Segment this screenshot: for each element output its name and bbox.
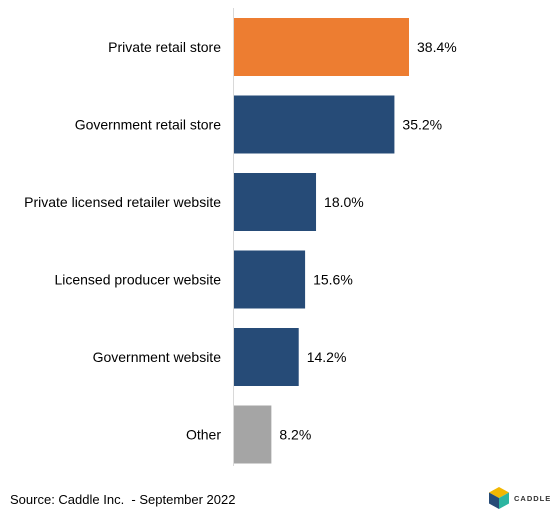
category-label-2: Private licensed retailer website xyxy=(24,194,221,210)
value-label-2: 18.0% xyxy=(324,194,364,210)
category-label-0: Private retail store xyxy=(108,39,221,55)
bar-1 xyxy=(234,95,395,154)
category-label-1: Government retail store xyxy=(75,117,221,133)
bars-layer: Private retail store 38.4% Government reta… xyxy=(24,18,457,464)
bar-chart: Private retail store 38.4% Government reta… xyxy=(24,8,457,466)
category-label-4: Government website xyxy=(93,349,222,365)
bar-0 xyxy=(234,18,409,76)
value-label-0: 38.4% xyxy=(417,39,457,55)
logo-text: CADDLE xyxy=(514,494,552,503)
category-label-3: Licensed producer website xyxy=(54,272,221,288)
caddle-logo-icon xyxy=(489,487,509,509)
category-label-5: Other xyxy=(186,427,221,443)
value-label-3: 15.6% xyxy=(313,272,353,288)
bar-2 xyxy=(234,173,317,231)
value-label-1: 35.2% xyxy=(402,117,442,133)
bar-3 xyxy=(234,250,306,309)
value-label-5: 8.2% xyxy=(279,427,311,443)
source-note: Source: Caddle Inc. - September 2022 xyxy=(10,492,236,507)
bar-5 xyxy=(234,405,272,464)
bar-4 xyxy=(234,328,299,386)
value-label-4: 14.2% xyxy=(307,349,347,365)
caddle-logo: CADDLE xyxy=(486,485,552,511)
